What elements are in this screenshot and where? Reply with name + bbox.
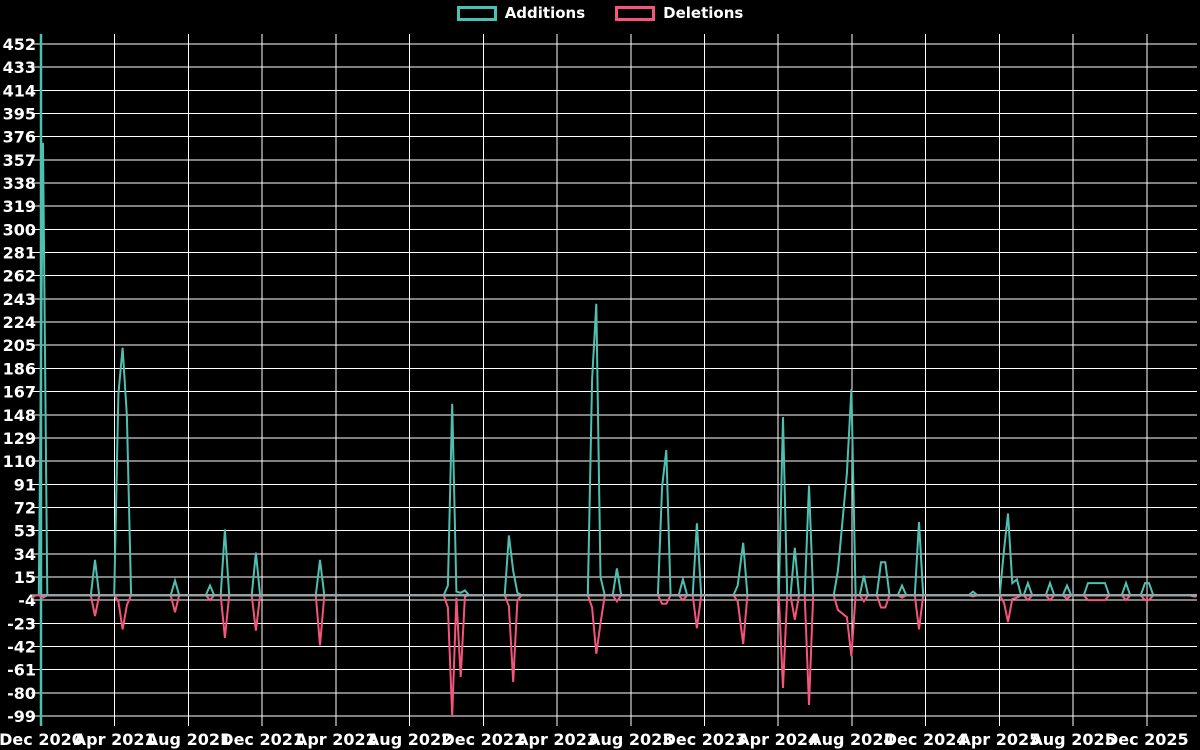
x-tick-label: Aug 2021 [146,730,231,749]
y-tick-label: -4 [18,591,36,610]
y-tick-label: 15 [14,568,36,587]
additions-legend-label: Additions [504,4,586,22]
y-tick-label: 91 [14,475,36,494]
y-tick-label: 224 [3,313,36,332]
deletions-swatch-icon [615,6,656,21]
x-tick-label: Apr 2022 [295,730,377,749]
legend-item-additions[interactable]: Additions [456,4,586,22]
y-tick-label: 205 [3,336,36,355]
y-tick-label: 186 [3,359,36,378]
y-tick-label: 262 [3,267,36,286]
y-tick-label: 414 [3,81,36,100]
y-tick-label: 357 [3,151,36,170]
additions-line [31,142,1197,597]
deletions-line [31,594,1197,717]
x-tick-label: Dec 2023 [663,730,747,749]
y-tick-label: -80 [7,684,36,703]
x-tick-label: Dec 2025 [1105,730,1189,749]
x-tick-label: Dec 2020 [0,730,83,749]
y-tick-label: 53 [14,522,36,541]
y-tick-label: 300 [3,220,36,239]
y-tick-label: 167 [3,383,36,402]
x-tick-label: Apr 2024 [737,730,819,749]
y-tick-label: 395 [3,105,36,124]
additions-swatch-icon [456,6,497,21]
x-tick-label: Dec 2022 [441,730,525,749]
x-tick-label: Dec 2021 [220,730,304,749]
y-tick-label: -99 [7,707,36,726]
y-tick-label: 376 [3,128,36,147]
y-tick-label: 148 [3,406,36,425]
x-tick-label: Apr 2025 [958,730,1040,749]
y-tick-label: -23 [7,614,36,633]
y-tick-label: 243 [3,290,36,309]
x-tick-label: Aug 2023 [588,730,673,749]
x-tick-label: Apr 2023 [516,730,598,749]
y-tick-label: 281 [3,244,36,263]
x-tick-label: Apr 2021 [74,730,156,749]
y-tick-label: 34 [14,545,36,564]
x-tick-label: Aug 2024 [809,730,894,749]
y-tick-label: 319 [3,197,36,216]
y-tick-label: -61 [7,661,36,680]
y-tick-label: 338 [3,174,36,193]
legend-item-deletions[interactable]: Deletions [615,6,743,21]
y-tick-label: -42 [7,637,36,656]
x-tick-label: Aug 2022 [367,730,452,749]
y-tick-label: 110 [3,452,36,471]
deletions-legend-label: Deletions [663,4,744,22]
y-tick-label: 129 [3,429,36,448]
x-tick-label: Dec 2024 [884,730,968,749]
chart-legend: Additions Deletions [0,6,1200,21]
y-tick-label: 452 [3,35,36,54]
x-tick-label: Aug 2025 [1030,730,1115,749]
y-tick-label: 72 [14,498,36,517]
y-tick-label: 433 [3,58,36,77]
